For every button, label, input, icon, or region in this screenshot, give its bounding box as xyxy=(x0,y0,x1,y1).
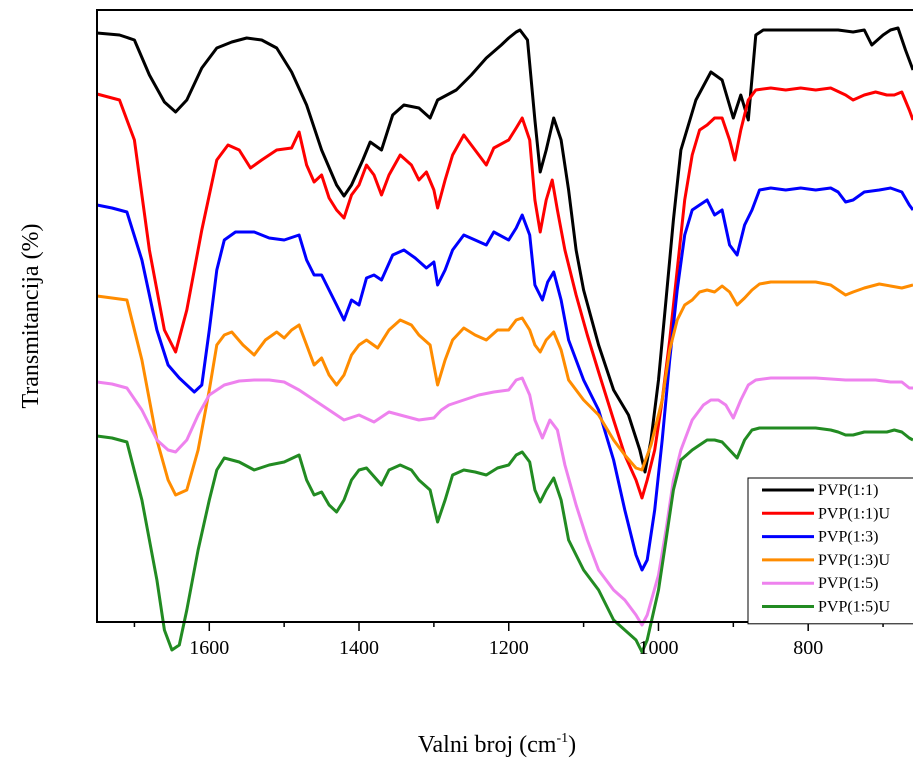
series-layer xyxy=(96,26,913,654)
series-line-2 xyxy=(96,186,913,572)
x-tick-label: 800 xyxy=(793,637,823,659)
x-axis-title: Valni broj (cm-1) xyxy=(418,731,576,758)
x-axis-title-main: Valni broj (cm xyxy=(418,732,557,758)
x-axis: 1600 1400 1200 1000 800 xyxy=(133,622,884,659)
legend-label: PVP(1:5)U xyxy=(818,599,890,616)
legend: PVP(1:1) PVP(1:1)U PVP(1:3) PVP(1:3)U PVP(1:… xyxy=(747,477,913,625)
y-axis-title: Transmitancija (%) xyxy=(18,223,44,408)
legend-label: PVP(1:3)U xyxy=(818,552,890,569)
x-tick-label: 1000 xyxy=(638,637,678,659)
plot-frame xyxy=(96,9,913,623)
x-tick-label: 1600 xyxy=(189,637,229,659)
legend-label: PVP(1:1)U xyxy=(818,505,890,522)
legend-label: PVP(1:3) xyxy=(818,529,878,546)
series-line-5 xyxy=(96,426,913,654)
series-line-0 xyxy=(96,26,913,474)
series-line-1 xyxy=(96,86,913,500)
x-axis-title-sup: -1 xyxy=(556,731,568,746)
legend-box xyxy=(747,477,913,625)
x-axis-title-end: ) xyxy=(568,732,576,758)
x-tick-label: 1200 xyxy=(489,637,529,659)
legend-label: PVP(1:1) xyxy=(818,482,878,499)
series-line-4 xyxy=(96,376,913,627)
series-line-3 xyxy=(96,280,913,497)
x-tick-label: 1400 xyxy=(339,637,379,659)
legend-label: PVP(1:5) xyxy=(818,575,878,592)
